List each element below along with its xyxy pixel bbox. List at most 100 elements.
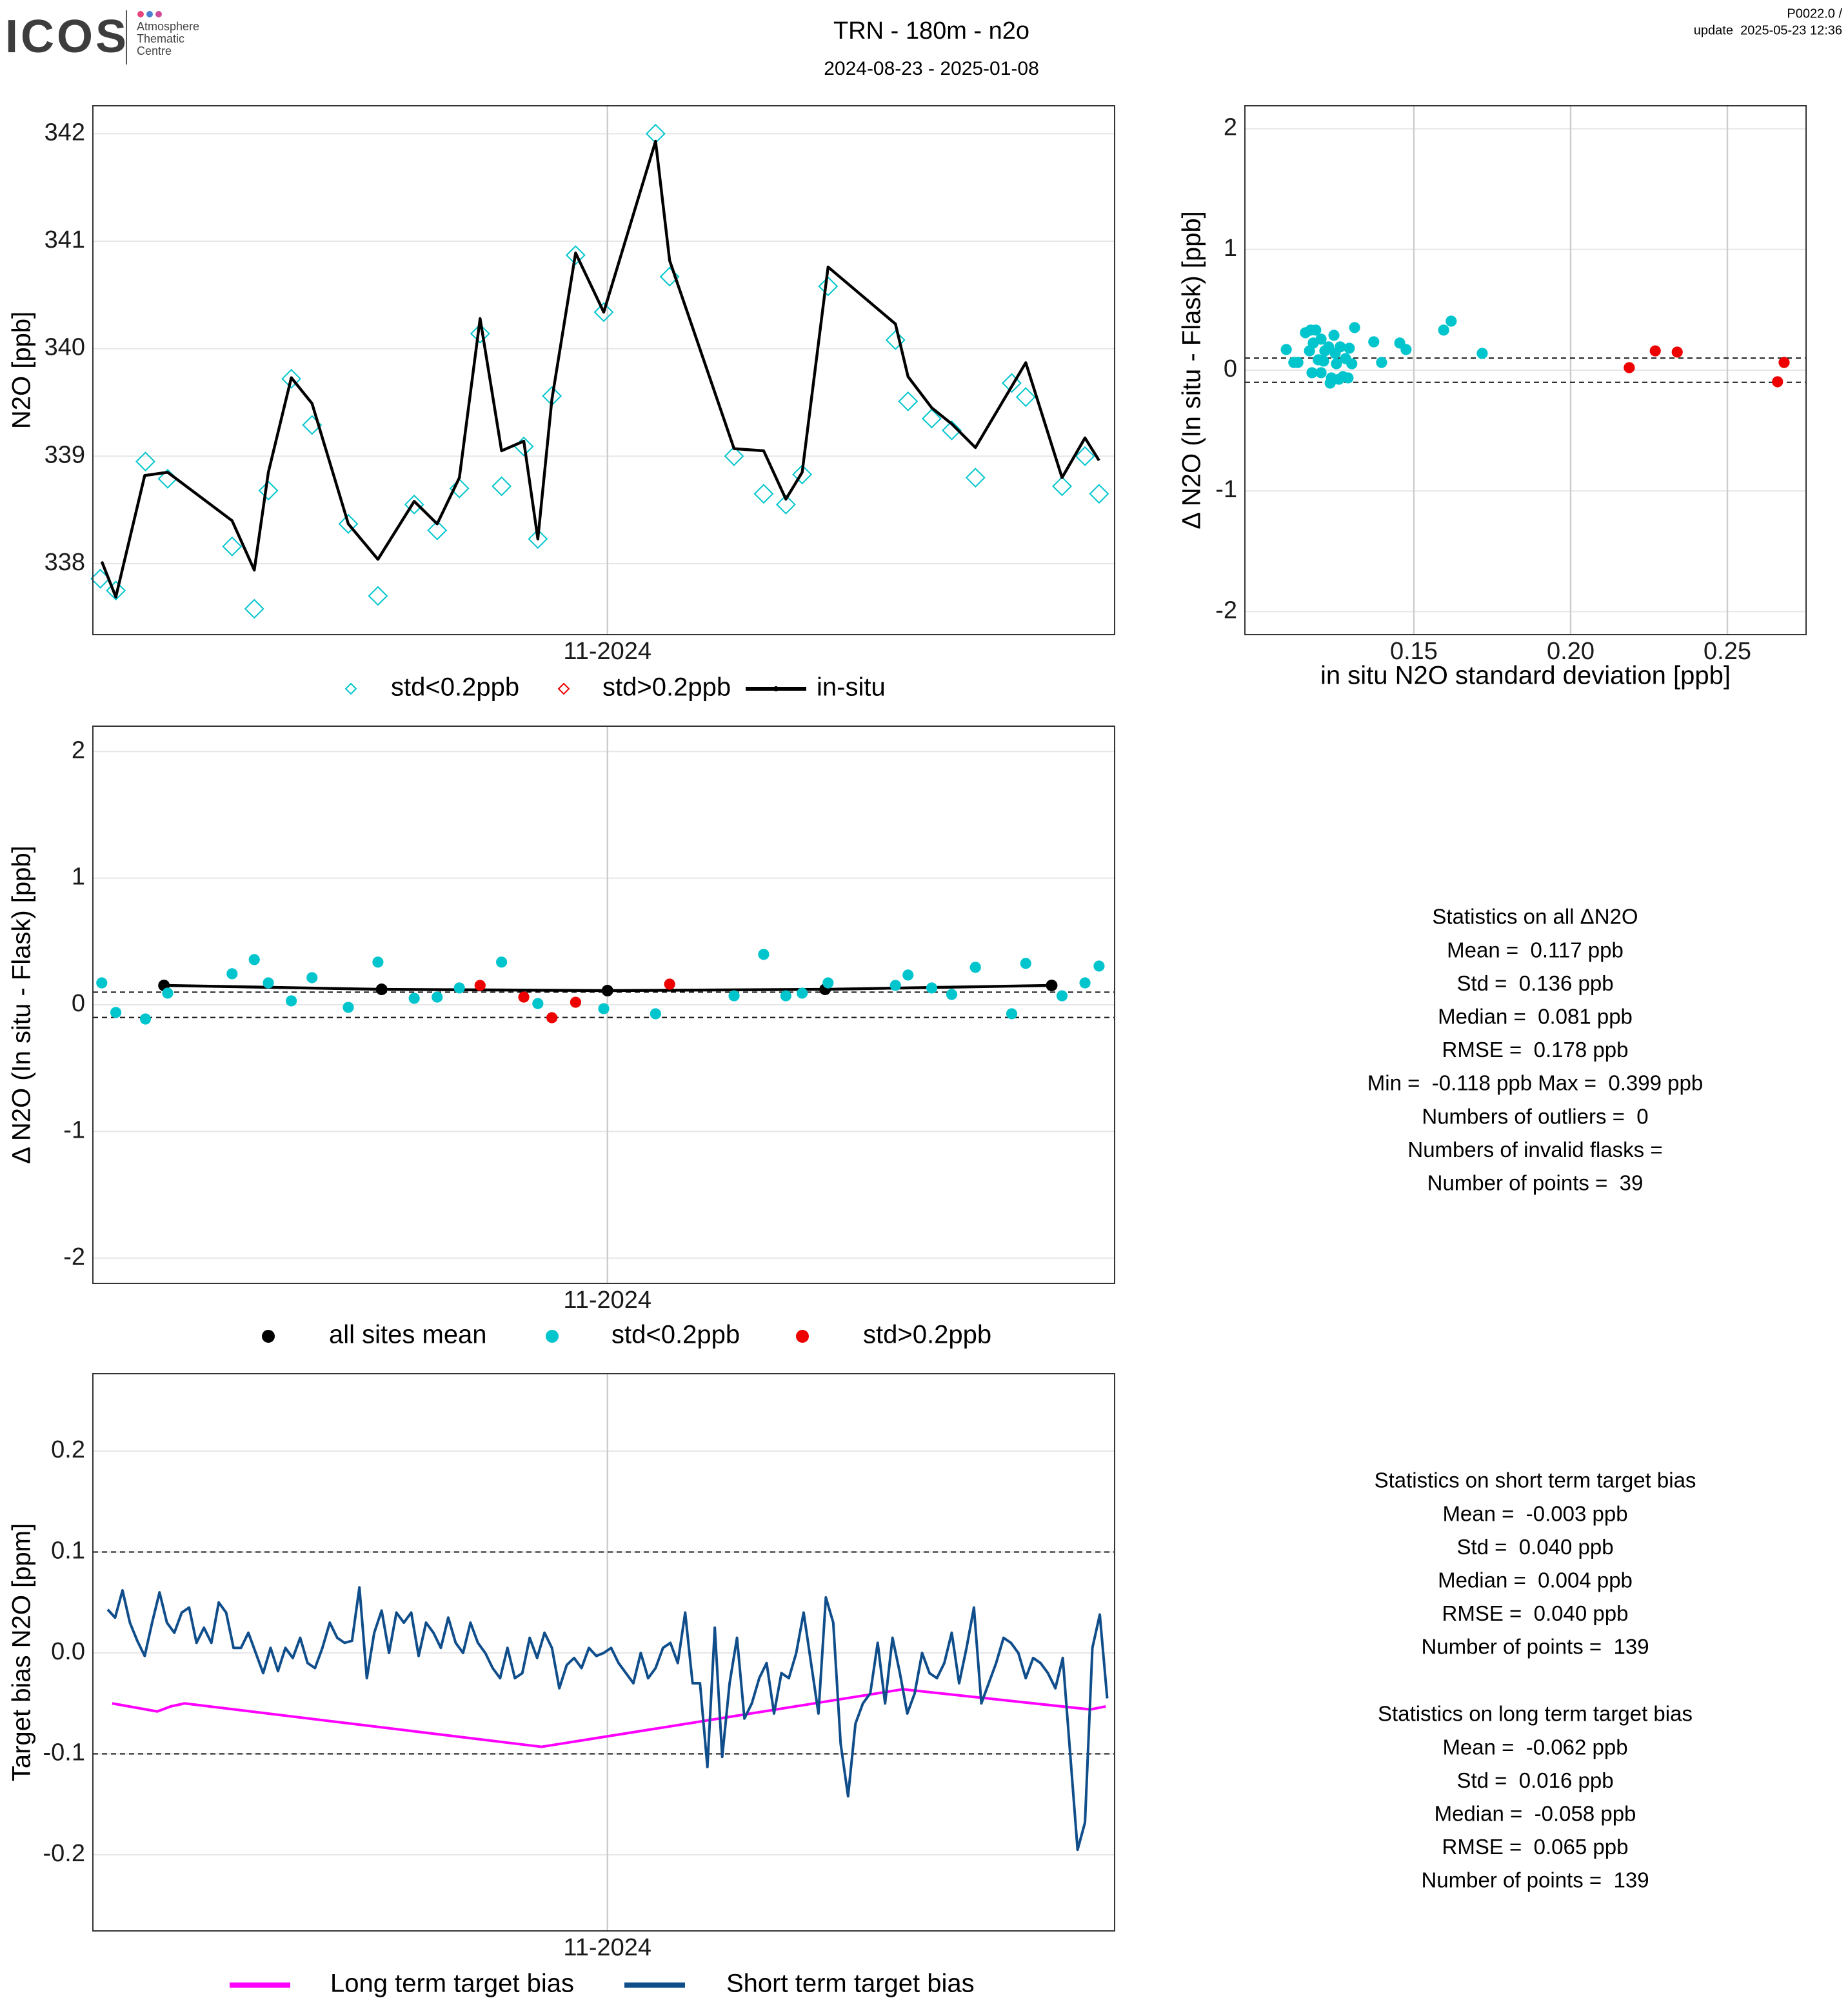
data-point (969, 962, 981, 973)
y-tick-label: 0.0 (51, 1638, 85, 1665)
data-point (780, 990, 791, 1002)
x-tick-label: 11-2024 (563, 638, 651, 665)
logo-text: Atmosphere (137, 20, 199, 33)
x-tick-label: 0.20 (1547, 638, 1595, 665)
data-point (1079, 977, 1091, 989)
data-point (1315, 333, 1327, 345)
x-axis-title: in situ N2O standard deviation [ppb] (1320, 662, 1731, 690)
legend-label: Long term target bias (330, 1970, 574, 1998)
data-point (162, 987, 174, 999)
flask-marker (565, 245, 586, 266)
statistics-line: Statistics on all ΔN2O (1432, 905, 1638, 929)
statistics-line: Std = 0.016 ppb (1456, 1768, 1613, 1792)
y-axis-title: Δ N2O (In situ - Flask) [ppb] (8, 845, 36, 1164)
data-point (263, 977, 274, 989)
flask-marker (898, 391, 919, 411)
y-tick-label: 2 (72, 737, 85, 764)
version: P0022.0 / (1787, 6, 1842, 21)
flask-marker (1075, 446, 1095, 466)
data-point (1671, 346, 1683, 358)
x-tick-label: 0.15 (1390, 638, 1438, 665)
data-point (1315, 367, 1327, 379)
data-point (518, 991, 530, 1003)
data-point (797, 987, 808, 999)
y-axis-title: Δ N2O (In situ - Flask) [ppb] (1178, 211, 1206, 529)
data-point (474, 980, 486, 991)
plot-border (1244, 105, 1807, 635)
flask-marker (593, 302, 614, 322)
y-tick-label: 1 (72, 864, 85, 891)
data-point (375, 984, 388, 996)
data-point (822, 977, 834, 989)
data-point (1649, 345, 1661, 357)
data-point (226, 968, 238, 980)
statistics-line: Mean = -0.003 ppb (1442, 1501, 1627, 1525)
flask-marker (470, 323, 490, 344)
flask-marker (1089, 484, 1109, 504)
legend-marker (773, 686, 779, 691)
data-point (1093, 960, 1105, 972)
data-point (496, 956, 508, 968)
data-point (1376, 357, 1387, 368)
data-point (110, 1007, 122, 1018)
data-point (1772, 376, 1783, 388)
statistics-line: Numbers of invalid flasks = (1407, 1138, 1662, 1162)
y-tick-label: -1 (63, 1116, 85, 1143)
data-point (432, 991, 443, 1003)
y-tick-label: -0.1 (43, 1739, 85, 1766)
data-point (408, 993, 420, 1004)
statistics-line: Statistics on short term target bias (1375, 1468, 1696, 1492)
data-point (1306, 367, 1318, 379)
data-point (343, 1002, 354, 1013)
flask-marker (818, 276, 839, 297)
logo-text: Centre (137, 44, 172, 57)
data-point (664, 978, 675, 990)
data-point (1778, 357, 1790, 368)
data-line (106, 1586, 1109, 1852)
legend-label: in-situ (817, 673, 886, 702)
y-tick-label: -1 (1215, 476, 1237, 503)
data-point (139, 1013, 152, 1025)
y-axis-title: N2O [ppb] (8, 311, 36, 429)
logo: ICOS (5, 11, 129, 63)
data-point (1368, 336, 1380, 348)
data-point (758, 949, 770, 960)
legend-marker (557, 682, 570, 695)
data-point (286, 995, 297, 1007)
plot-border (92, 105, 1115, 635)
data-point (1280, 344, 1292, 355)
flask-marker (528, 529, 548, 549)
logo-text: Thematic (137, 32, 184, 45)
plot-border (92, 726, 1115, 1284)
flask-marker (449, 478, 470, 499)
data-point (946, 989, 958, 1000)
update-date: update 2025-05-23 12:36 (1694, 23, 1842, 37)
data-point (601, 985, 613, 997)
y-tick-label: 341 (45, 226, 85, 253)
data-point (1346, 358, 1358, 370)
data-point (1349, 322, 1360, 333)
data-point (453, 982, 465, 994)
x-tick-label: 11-2024 (563, 1934, 651, 1961)
statistics-line: Std = 0.040 ppb (1456, 1535, 1613, 1559)
data-point (570, 996, 581, 1008)
x-tick-label: 11-2024 (563, 1287, 651, 1314)
flask-marker (965, 468, 986, 488)
data-point (1624, 362, 1635, 373)
data-point (306, 972, 318, 984)
data-point (1335, 341, 1346, 353)
data-line (100, 139, 1100, 598)
data-point (1446, 315, 1457, 327)
data-point (1400, 344, 1412, 355)
legend-label: std>0.2ppb (602, 673, 731, 702)
data-point (1020, 958, 1031, 969)
statistics-line: Median = 0.081 ppb (1438, 1005, 1633, 1029)
data-line (112, 1688, 1106, 1748)
legend-label: std<0.2ppb (611, 1321, 740, 1349)
y-tick-label: 339 (45, 441, 85, 468)
y-tick-label: 338 (45, 549, 85, 576)
data-point (728, 990, 740, 1002)
data-point (1331, 358, 1342, 370)
statistics-line: RMSE = 0.040 ppb (1442, 1601, 1629, 1625)
